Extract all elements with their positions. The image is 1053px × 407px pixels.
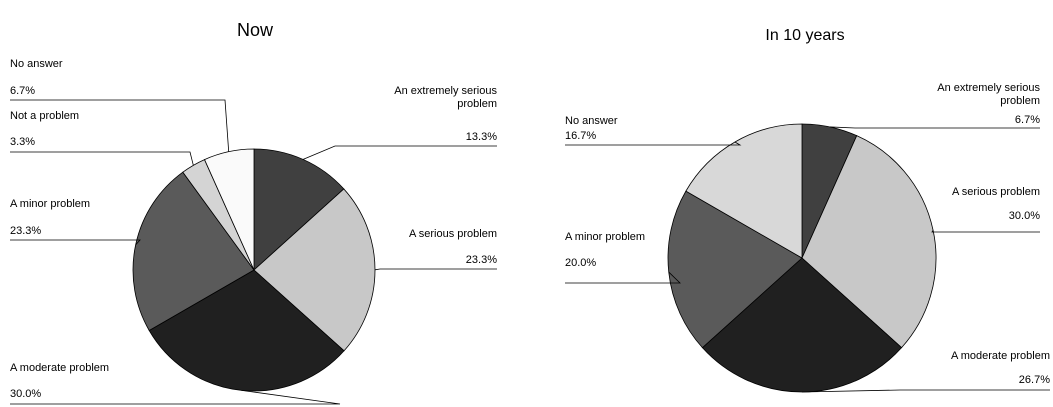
slice-value-label: 23.3% bbox=[10, 225, 42, 237]
leader-line bbox=[10, 151, 194, 166]
slice-label: An extremely serious problem bbox=[394, 85, 497, 110]
chart-title: In 10 years bbox=[765, 27, 845, 44]
leader-line bbox=[565, 271, 681, 284]
slice-label: A serious problem bbox=[951, 186, 1040, 198]
slice-label: A minor problem bbox=[565, 231, 646, 243]
slice-label: A minor problem bbox=[10, 198, 91, 210]
slice-value-label: 23.3% bbox=[465, 254, 497, 266]
slice-label: No answer bbox=[565, 115, 618, 127]
pie-slice bbox=[148, 269, 345, 392]
leader-line bbox=[931, 230, 1040, 233]
chart-title: Now bbox=[236, 20, 273, 40]
leader-line bbox=[10, 389, 341, 405]
slice-value-label: 3.3% bbox=[10, 136, 36, 148]
slice-value-label: 26.7% bbox=[1018, 374, 1050, 386]
slice-label: No answer bbox=[10, 58, 63, 70]
pie-slice bbox=[701, 257, 903, 393]
leader-line bbox=[565, 141, 742, 146]
pie-slice bbox=[667, 190, 803, 349]
slice-value-label: 16.7% bbox=[565, 130, 597, 142]
leader-line bbox=[10, 239, 141, 246]
slice-value-label: 20.0% bbox=[565, 257, 597, 269]
slice-value-label: 30.0% bbox=[1008, 210, 1040, 222]
slice-value-label: 6.7% bbox=[1014, 114, 1040, 126]
pie-slice bbox=[132, 171, 255, 332]
slice-value-label: 6.7% bbox=[10, 85, 36, 97]
leader-line bbox=[10, 99, 230, 152]
slice-value-label: 30.0% bbox=[10, 388, 42, 400]
leader-line bbox=[374, 268, 497, 271]
slice-label: A moderate problem bbox=[950, 350, 1050, 362]
slice-value-label: 13.3% bbox=[465, 131, 497, 143]
slice-label: A serious problem bbox=[408, 228, 497, 240]
leader-line bbox=[302, 145, 497, 160]
slice-label: Not a problem bbox=[10, 110, 80, 122]
leader-line bbox=[801, 389, 1050, 393]
leader-line bbox=[829, 126, 1040, 129]
slice-label: A moderate problem bbox=[10, 362, 110, 374]
slice-label: An extremely serious problem bbox=[937, 82, 1040, 107]
